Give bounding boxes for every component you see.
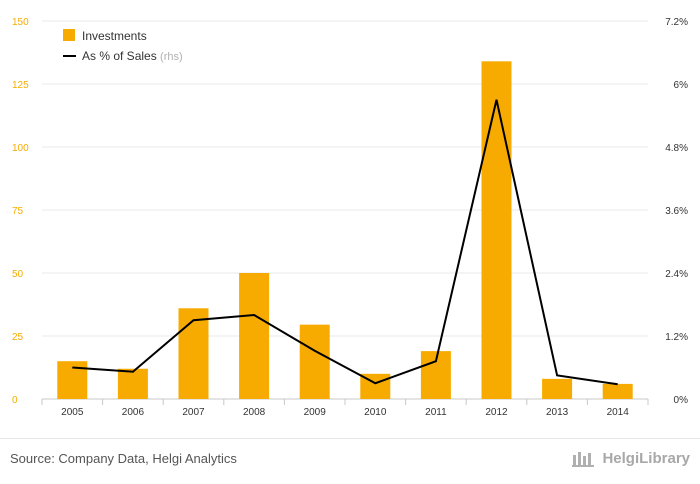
y-right-tick-label: 4.8%: [665, 143, 688, 154]
x-tick-label: 2007: [182, 407, 205, 418]
y-right-tick-label: 3.6%: [665, 206, 688, 217]
y-right-tick-label: 7.2%: [665, 17, 688, 28]
legend-label-bars: Investments: [82, 29, 147, 43]
y-right-tick-label: 0%: [674, 395, 689, 406]
bar: [178, 308, 209, 399]
bar: [57, 361, 88, 399]
y-left-tick-label: 0: [12, 395, 18, 406]
y-left-tick-label: 125: [12, 80, 29, 91]
logo-text: HelgiLibrary: [602, 449, 690, 467]
legend-swatch-bars: [63, 29, 75, 41]
y-right-tick-label: 2.4%: [665, 269, 688, 280]
y-left-tick-label: 25: [12, 332, 24, 343]
bar: [239, 273, 270, 399]
y-right-tick-label: 1.2%: [665, 332, 688, 343]
legend-label-line-suffix: (rhs): [160, 51, 183, 63]
y-left-tick-label: 150: [12, 17, 29, 28]
x-tick-label: 2008: [243, 407, 266, 418]
library-icon: [572, 452, 595, 467]
x-tick-label: 2009: [304, 407, 327, 418]
chart-svg: 0 25 50 75 100 125 150 0% 1.2% 2.4% 3.6% 4.8% 6% 7.2%…: [12, 17, 689, 418]
x-tick-label: 2010: [364, 407, 387, 418]
x-tick-label: 2012: [485, 407, 508, 418]
footer: Source: Company Data, Helgi Analytics He…: [0, 438, 700, 484]
helgi-library-logo[interactable]: HelgiLibrary: [572, 449, 690, 467]
y-left-tick-label: 75: [12, 206, 24, 217]
bar: [602, 383, 633, 399]
x-tick-label: 2011: [425, 407, 447, 418]
x-tick-label: 2005: [61, 407, 84, 418]
y-right-tick-label: 6%: [674, 80, 689, 91]
y-left-tick-label: 50: [12, 269, 24, 280]
y-left-tick-label: 100: [12, 143, 29, 154]
series-line: [72, 99, 618, 386]
x-tick-label: 2013: [546, 407, 569, 418]
bar: [117, 368, 148, 399]
source-text: Source: Company Data, Helgi Analytics: [10, 451, 237, 466]
x-tick-label: 2014: [607, 407, 630, 418]
bar: [299, 324, 330, 399]
x-tick-label: 2006: [122, 407, 145, 418]
bar: [481, 61, 512, 399]
bar: [542, 378, 573, 399]
legend-label-line: As % of Sales (rhs): [82, 49, 183, 63]
